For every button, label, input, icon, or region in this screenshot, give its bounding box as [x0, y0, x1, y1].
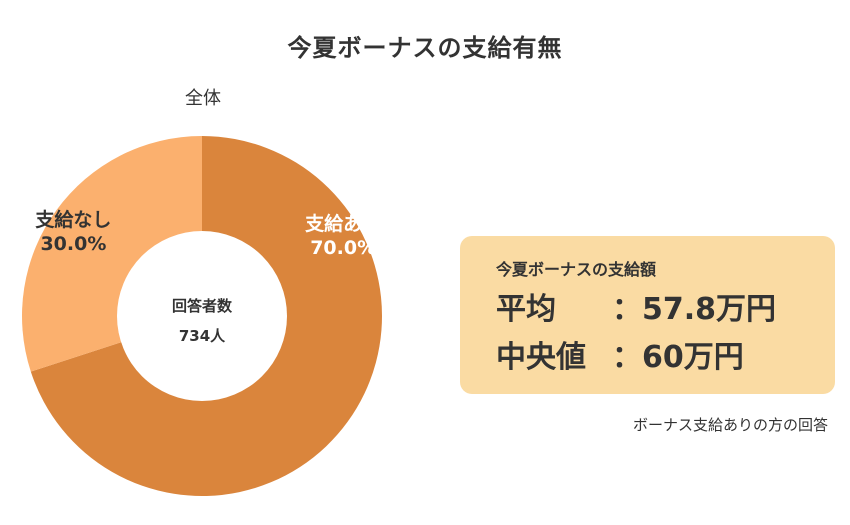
- median-label: 中央値: [496, 340, 586, 375]
- center-label: 回答者数: [172, 297, 233, 315]
- footnote: ボーナス支給ありの方の回答: [632, 416, 828, 434]
- chart-subtitle: 全体: [185, 88, 221, 109]
- average-value: ：57.8万円: [612, 292, 777, 327]
- panel-heading: 今夏ボーナスの支給額: [496, 260, 657, 279]
- slice-label-1: 支給なし: [34, 208, 111, 231]
- slice-value-label-0: 70.0%: [310, 237, 376, 259]
- median-value: ：60万円: [612, 340, 744, 375]
- slice-value-label-1: 30.0%: [40, 233, 106, 255]
- slice-label-0: 支給あり: [304, 212, 381, 235]
- chart-title: 今夏ボーナスの支給有無: [287, 34, 563, 62]
- bonus-amount-panel: 今夏ボーナスの支給額 平均 ：57.8万円 中央値 ：60万円: [460, 236, 835, 394]
- center-value: 734人: [179, 327, 226, 345]
- panel-row-median: 中央値 ：60万円: [496, 334, 835, 382]
- donut-hole: [117, 231, 287, 401]
- average-label: 平均: [496, 292, 556, 327]
- panel-row-average: 平均 ：57.8万円: [496, 286, 835, 334]
